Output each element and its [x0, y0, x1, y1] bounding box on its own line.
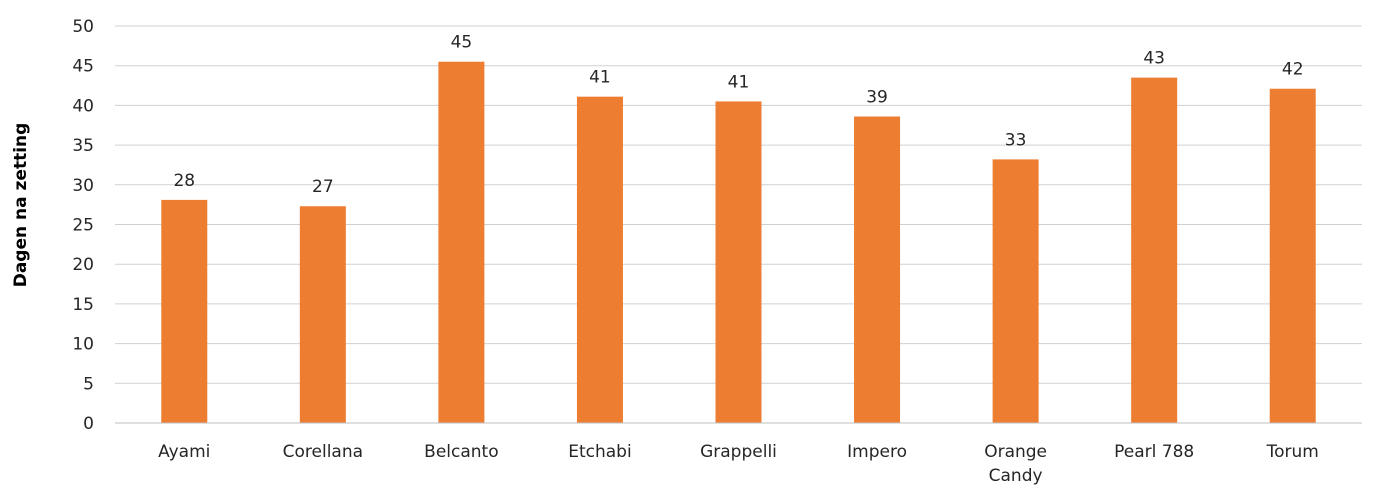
- x-tick-label: Grappelli: [700, 442, 777, 462]
- data-label: 27: [312, 177, 334, 197]
- x-axis-ticks: Ayami Corellana Belcanto Etchabi Grappelli Im…: [158, 442, 1319, 486]
- x-tick-label: Pearl 788: [1114, 442, 1194, 462]
- bar: [576, 96, 623, 423]
- data-label: 39: [866, 88, 888, 108]
- y-axis-label: Dagen na zetting: [11, 123, 31, 288]
- y-tick-label: 50: [72, 17, 94, 37]
- x-tick-label: Belcanto: [424, 442, 498, 462]
- y-tick-label: 20: [72, 255, 94, 275]
- data-label: 43: [1143, 49, 1165, 69]
- y-tick-label: 35: [72, 136, 94, 156]
- y-tick-label: 45: [72, 57, 94, 77]
- data-label: 41: [728, 72, 750, 92]
- bar: [299, 206, 346, 423]
- data-label: 41: [589, 68, 611, 88]
- y-tick-label: 10: [72, 335, 94, 355]
- y-tick-label: 25: [72, 216, 94, 236]
- x-tick-label: Corellana: [283, 442, 363, 462]
- y-axis-ticks: 0 5 10 15 20 25 30 35 40 45 50: [72, 17, 94, 434]
- data-label: 45: [451, 33, 473, 53]
- x-tick-label: Impero: [847, 442, 907, 462]
- data-label: 33: [1005, 130, 1027, 150]
- data-labels: 28 27 45 41 41 39 33 43 42: [173, 33, 1303, 198]
- bar: [161, 199, 208, 423]
- x-tick-label: Orange Candy: [984, 442, 1047, 486]
- bar: [438, 61, 485, 423]
- y-tick-label: 30: [72, 176, 94, 196]
- x-tick-label: Etchabi: [568, 442, 631, 462]
- bar: [1269, 88, 1316, 423]
- bar: [1131, 77, 1178, 424]
- data-label: 42: [1282, 60, 1304, 80]
- y-tick-label: 15: [72, 295, 94, 315]
- x-tick-label: Torum: [1266, 442, 1319, 462]
- bar: [715, 101, 762, 424]
- x-tick-label: Ayami: [158, 442, 210, 462]
- y-tick-label: 40: [72, 96, 94, 116]
- bar: [992, 159, 1039, 423]
- y-tick-label: 0: [83, 414, 94, 434]
- data-label: 28: [173, 171, 195, 191]
- bar: [854, 116, 901, 424]
- bars: [161, 61, 1316, 424]
- y-tick-label: 5: [83, 374, 94, 394]
